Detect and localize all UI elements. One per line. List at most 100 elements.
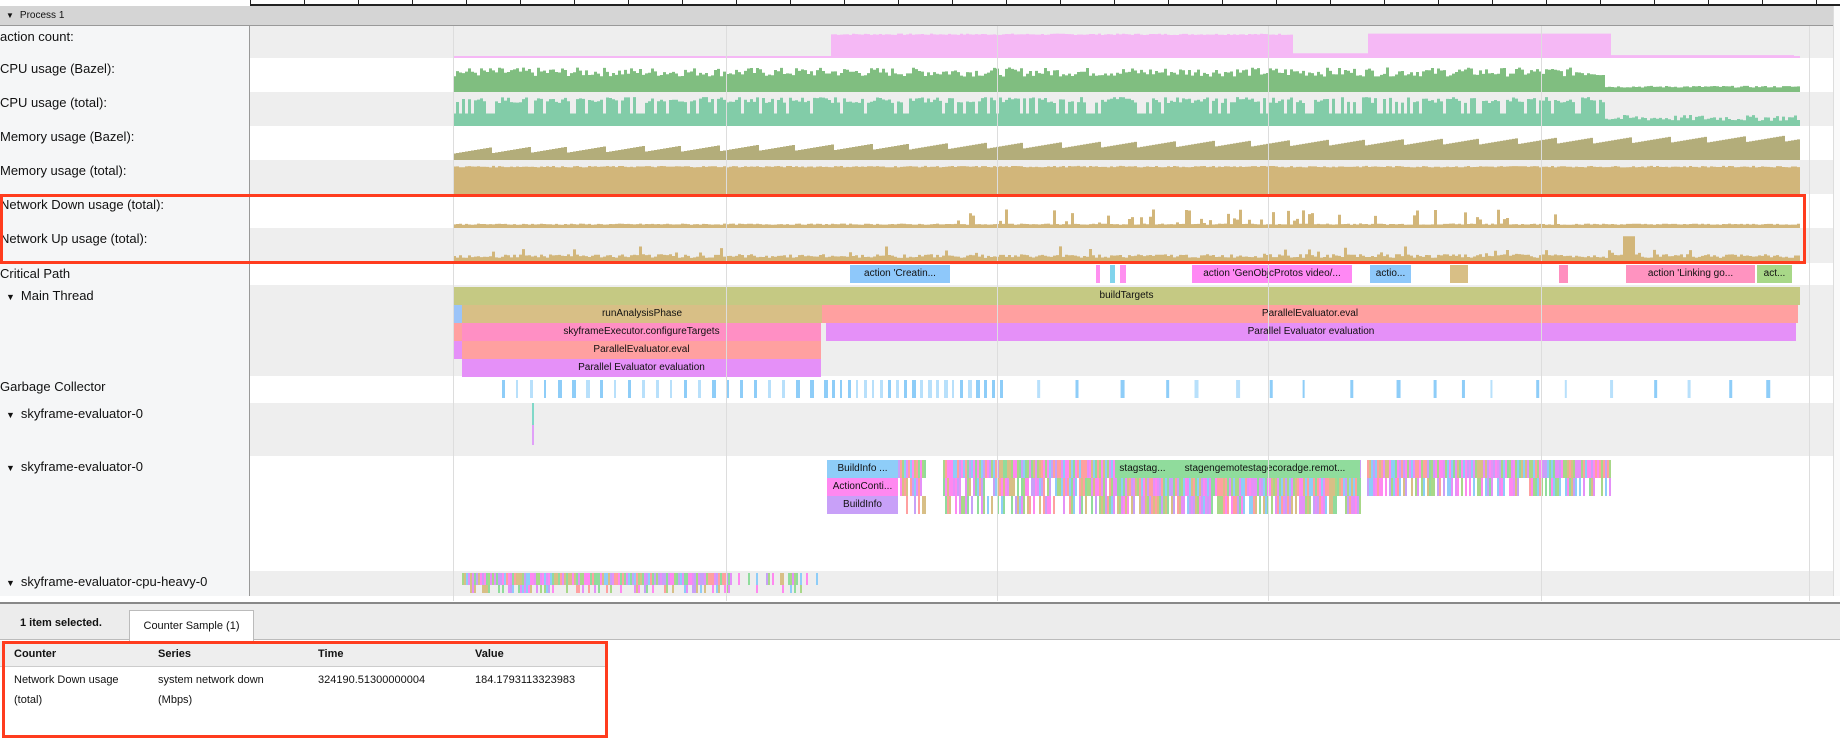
slice[interactable] <box>1393 460 1395 478</box>
slice[interactable] <box>1237 496 1239 514</box>
gc-event[interactable] <box>1120 380 1125 398</box>
slice[interactable] <box>1421 460 1423 478</box>
slice[interactable] <box>1079 478 1081 496</box>
slice[interactable] <box>1507 460 1509 478</box>
slice[interactable] <box>1571 478 1573 496</box>
slice[interactable] <box>999 478 1001 496</box>
slice[interactable] <box>1151 496 1153 514</box>
slice[interactable] <box>544 573 546 585</box>
slice[interactable] <box>1033 478 1035 496</box>
slice[interactable] <box>606 585 608 593</box>
slice[interactable] <box>1573 460 1575 478</box>
slice[interactable] <box>1397 460 1399 478</box>
slice[interactable] <box>1439 460 1441 478</box>
slice[interactable] <box>1477 460 1479 478</box>
slice[interactable] <box>1495 460 1497 478</box>
slice[interactable] <box>1111 478 1113 496</box>
critical-path-action[interactable] <box>1120 265 1126 283</box>
slice[interactable] <box>1557 460 1559 478</box>
slice[interactable] <box>1237 478 1239 496</box>
slice[interactable] <box>1399 460 1401 478</box>
slice[interactable] <box>1599 460 1601 478</box>
slice[interactable] <box>524 573 526 585</box>
slice[interactable] <box>1377 478 1379 496</box>
counter-action-count[interactable] <box>250 26 1833 58</box>
slice[interactable] <box>656 573 658 585</box>
slice[interactable] <box>977 496 979 514</box>
slice[interactable] <box>987 496 989 514</box>
slice[interactable] <box>1373 478 1375 496</box>
slice[interactable] <box>902 460 904 478</box>
slice[interactable] <box>1385 460 1387 478</box>
slice[interactable] <box>596 573 598 585</box>
slice[interactable] <box>622 573 624 585</box>
slice[interactable] <box>1167 496 1169 514</box>
slice[interactable] <box>1519 460 1521 478</box>
slice[interactable] <box>957 460 959 478</box>
expand-triangle-icon[interactable]: ▼ <box>6 292 15 302</box>
gc-event[interactable] <box>920 380 923 398</box>
slice[interactable] <box>1075 460 1077 478</box>
slice[interactable] <box>618 573 620 585</box>
slice[interactable] <box>997 478 999 496</box>
slice[interactable] <box>1017 460 1019 478</box>
slice[interactable] <box>1327 478 1329 496</box>
slice[interactable] <box>1345 478 1347 496</box>
slice[interactable] <box>993 460 995 478</box>
slice[interactable] <box>536 585 538 593</box>
slice[interactable] <box>1139 478 1141 496</box>
slice[interactable] <box>1601 478 1603 496</box>
slice[interactable] <box>1455 478 1457 496</box>
slice[interactable] <box>1149 496 1151 514</box>
slice[interactable] <box>1359 460 1361 478</box>
slice[interactable] <box>1195 496 1197 514</box>
gc-event[interactable] <box>1194 380 1199 398</box>
slice[interactable] <box>1233 478 1235 496</box>
slice[interactable] <box>989 460 991 478</box>
slice[interactable] <box>1383 460 1385 478</box>
slice[interactable] <box>578 573 580 585</box>
slice[interactable] <box>1395 478 1397 496</box>
slice[interactable] <box>1561 460 1563 478</box>
slice[interactable] <box>1291 478 1293 496</box>
slice[interactable] <box>1123 496 1125 514</box>
slice[interactable] <box>963 496 965 514</box>
slice[interactable] <box>951 478 953 496</box>
slice[interactable] <box>1557 478 1559 496</box>
slice[interactable] <box>1117 496 1119 514</box>
slice[interactable] <box>1039 460 1041 478</box>
slice[interactable] <box>696 585 698 593</box>
slice[interactable] <box>1565 478 1567 496</box>
slice[interactable] <box>955 478 957 496</box>
slice[interactable] <box>1301 496 1303 514</box>
slice[interactable] <box>1429 460 1431 478</box>
time-ruler[interactable] <box>250 0 1840 6</box>
slice[interactable] <box>1405 478 1407 496</box>
slice[interactable] <box>1467 460 1469 478</box>
slice[interactable] <box>1379 478 1381 496</box>
slice[interactable] <box>1289 496 1291 514</box>
slice[interactable] <box>1053 460 1055 478</box>
col-series[interactable]: Series <box>158 648 192 660</box>
gc-event[interactable] <box>1396 380 1401 398</box>
slice[interactable] <box>1095 478 1097 496</box>
slice[interactable] <box>1347 478 1349 496</box>
slice[interactable] <box>706 573 708 585</box>
slice[interactable] <box>1083 460 1085 478</box>
slice[interactable] <box>1339 478 1341 496</box>
slice[interactable] <box>922 496 924 514</box>
slice[interactable] <box>508 585 510 593</box>
slice[interactable] <box>558 573 560 585</box>
slice[interactable] <box>1261 478 1263 496</box>
slice[interactable] <box>756 573 758 585</box>
slice[interactable] <box>638 573 640 585</box>
slice[interactable] <box>1531 478 1533 496</box>
slice[interactable] <box>718 585 720 593</box>
slice[interactable] <box>634 585 636 593</box>
slice[interactable] <box>906 460 908 478</box>
slice[interactable] <box>1263 496 1265 514</box>
slice[interactable] <box>1337 478 1339 496</box>
slice[interactable] <box>1159 478 1161 496</box>
slice[interactable] <box>995 460 997 478</box>
slice[interactable] <box>981 460 983 478</box>
